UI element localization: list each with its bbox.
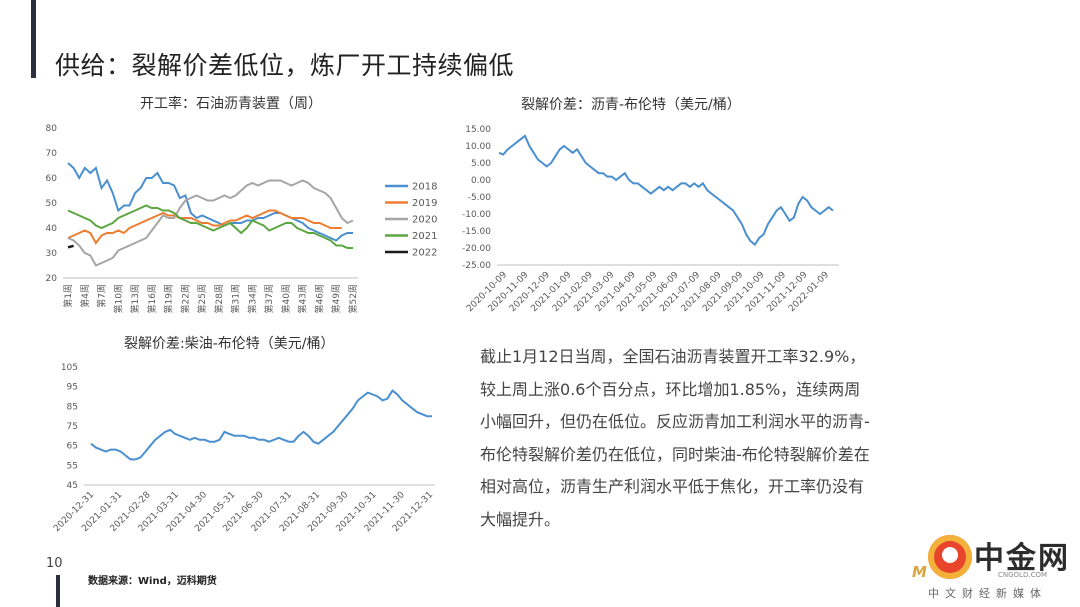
- source-note: 数据来源：Wind，迈科期货: [88, 576, 217, 587]
- accent-bar-top: [31, 0, 36, 78]
- x-tick-label: 第34周: [246, 284, 258, 313]
- y-tick-label: -20.00: [462, 244, 491, 254]
- x-tick-label: 第13周: [129, 284, 141, 313]
- x-tick-label: 第28周: [213, 284, 225, 313]
- watermark: 中金网 CNGOLD.COM 中文财经新媒体 M: [912, 533, 1080, 607]
- y-tick-label: 40: [46, 224, 58, 234]
- x-tick-label: 第10周: [112, 284, 124, 313]
- y-tick-label: 0.00: [471, 176, 491, 186]
- body-text: 截止1月12日当周，全国石油沥青装置开工率32.9%，较上周上涨0.6个百分点，…: [480, 347, 870, 529]
- chart-operating-rate: 20304050607080第1周 第4周 第7周 第10周 第13周 第16周 第19周第…: [46, 124, 438, 313]
- watermark-slogan: 中文财经新媒体: [928, 587, 1047, 600]
- y-tick-label: 55: [67, 461, 78, 471]
- x-tick-label: 第46周: [313, 284, 325, 313]
- y-tick-label: 15.00: [465, 125, 491, 135]
- y-tick-label: -10.00: [462, 210, 491, 220]
- legend-label-2020: 2020: [412, 215, 437, 226]
- y-tick-label: 80: [46, 124, 58, 134]
- series-line-2020: [67, 179, 354, 267]
- y-tick-label: -25.00: [462, 261, 491, 271]
- y-tick-label: 70: [46, 149, 58, 159]
- y-tick-label: 60: [46, 174, 58, 184]
- cngold-logo-icon: [928, 535, 972, 579]
- y-tick-label: 65: [67, 442, 78, 452]
- x-tick-label: 第40周: [280, 284, 292, 313]
- y-tick-label: 105: [61, 363, 78, 373]
- y-tick-label: 30: [46, 249, 58, 259]
- chart1-title: 开工率：石油沥青装置（周）: [140, 96, 322, 112]
- y-tick-label: 95: [67, 383, 78, 393]
- watermark-brand: 中金网: [974, 541, 1070, 576]
- legend-label-2022: 2022: [412, 248, 437, 259]
- x-tick-label: 第43周: [297, 284, 309, 313]
- series-line: [498, 134, 834, 247]
- chart3-title: 裂解价差:柴油-布伦特（美元/桶）: [124, 336, 335, 352]
- series-line-2019: [67, 209, 342, 245]
- y-tick-label: 75: [67, 422, 78, 432]
- x-tick-label: 第37周: [263, 284, 275, 313]
- y-tick-label: -15.00: [462, 227, 491, 237]
- x-tick-label: 第4周: [79, 284, 91, 308]
- y-tick-label: 5.00: [471, 159, 491, 169]
- accent-bar-bottom: [56, 575, 60, 607]
- y-tick-label: 50: [46, 199, 58, 209]
- slide-title: 供给：裂解价差低位，炼厂开工持续偏低: [55, 51, 515, 80]
- y-tick-label: -5.00: [468, 193, 492, 203]
- x-tick-label: 第22周: [179, 284, 191, 313]
- x-tick-label: 第52周: [347, 284, 359, 313]
- x-tick-label: 第1周: [62, 284, 74, 308]
- legend-label-2018: 2018: [412, 182, 437, 193]
- x-tick-label: 第16周: [146, 284, 158, 313]
- series-line-2021: [67, 204, 353, 249]
- legend-label-2019: 2019: [412, 198, 437, 209]
- y-tick-label: 10.00: [465, 142, 491, 152]
- x-tick-label: 第31周: [230, 284, 242, 313]
- series-line: [90, 389, 432, 461]
- x-tick-label: 第25周: [196, 284, 208, 313]
- y-tick-label: 45: [67, 481, 78, 491]
- series-line-2018: [67, 162, 353, 242]
- y-tick-label: 20: [46, 274, 58, 284]
- y-tick-label: 85: [67, 402, 78, 412]
- x-tick-label: 第19周: [163, 284, 175, 313]
- legend-label-2021: 2021: [412, 231, 437, 242]
- chart-diesel-brent-crack: 4555657585951052020-12-312021-01-312021-…: [52, 363, 435, 534]
- watermark-mark: M: [912, 563, 927, 581]
- chart-asphalt-brent-crack: -25.00 -20.00 -15.00 -10.00 -5.00 0.00 5.00 10.…: [462, 125, 839, 314]
- series-line-2022: [67, 244, 74, 249]
- chart2-title: 裂解价差：沥青-布伦特（美元/桶）: [521, 97, 741, 113]
- x-tick-label: 第49周: [330, 284, 342, 313]
- x-tick-label: 第7周: [96, 284, 108, 308]
- watermark-site: CNGOLD.COM: [998, 571, 1048, 579]
- page-number: 10: [46, 556, 63, 571]
